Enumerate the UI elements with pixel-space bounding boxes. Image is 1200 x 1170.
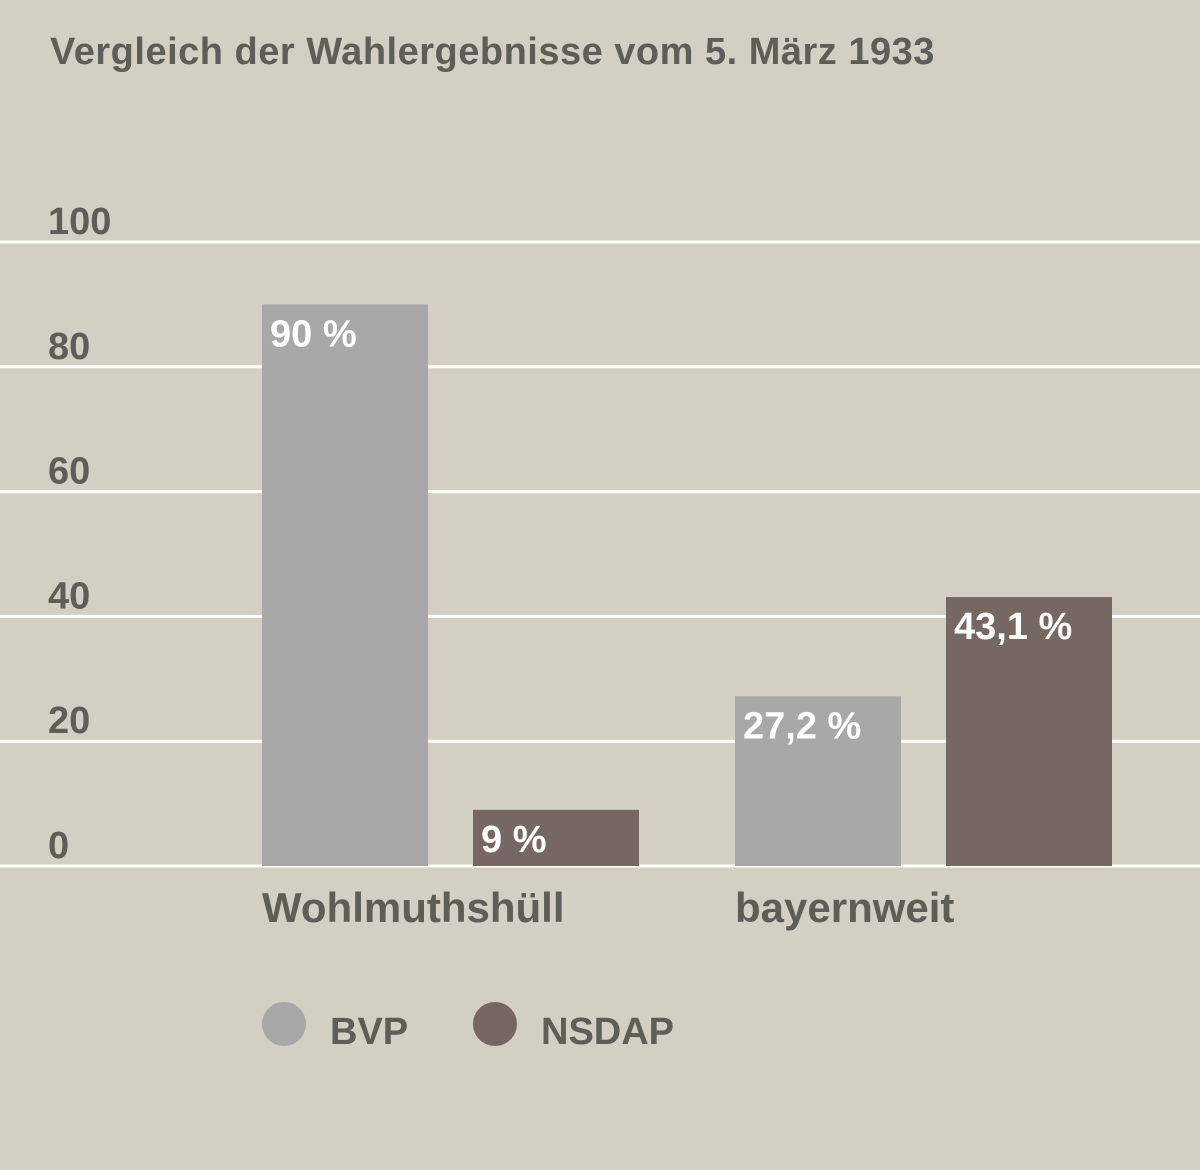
legend-label-nsdap: NSDAP <box>541 1011 674 1053</box>
legend: BVP NSDAP <box>262 1002 674 1053</box>
y-axis-ticks: 0 20 40 60 80 100 <box>48 201 111 867</box>
y-tick-label-100: 100 <box>48 201 111 243</box>
bar-nsdap-1 <box>946 597 1112 866</box>
bar-nsdap-0 <box>473 809 639 866</box>
y-tick-label-80: 80 <box>48 326 90 368</box>
y-tick-label-40: 40 <box>48 575 90 617</box>
value-label-bvp-1: 27,2 % <box>743 705 861 747</box>
y-tick-label-60: 60 <box>48 451 90 493</box>
value-label-nsdap-0: 9 % <box>481 819 546 861</box>
category-label-0: Wohlmuthshüll <box>262 884 565 931</box>
value-label-bvp-0: 90 % <box>270 313 357 355</box>
legend-swatch-nsdap <box>473 1002 517 1046</box>
bar-bvp-1 <box>735 696 901 866</box>
bars: 90 % 9 % 27,2 % 43,1 % <box>262 304 1112 866</box>
chart-title: Vergleich der Wahlergebnisse vom 5. März… <box>50 31 935 73</box>
bar-bvp-0 <box>262 304 428 866</box>
legend-label-bvp: BVP <box>330 1011 408 1053</box>
value-label-nsdap-1: 43,1 % <box>954 606 1072 648</box>
legend-swatch-bvp <box>262 1002 306 1046</box>
y-tick-label-0: 0 <box>48 825 69 867</box>
category-label-1: bayernweit <box>735 884 954 931</box>
category-labels: Wohlmuthshüll bayernweit <box>262 884 954 931</box>
y-tick-label-20: 20 <box>48 700 90 742</box>
